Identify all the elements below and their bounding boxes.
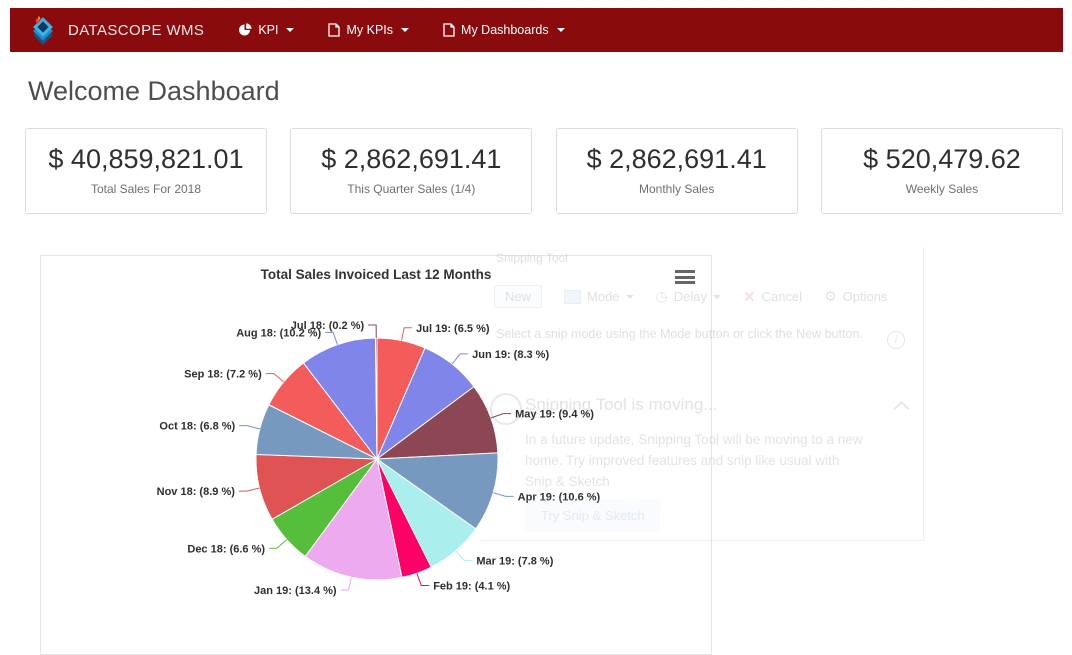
pie-label-connector xyxy=(238,487,260,492)
mode-icon xyxy=(564,289,582,304)
new-snip-button[interactable]: New xyxy=(494,285,543,308)
stat-card-monthly: $ 2,862,691.41 Monthly Sales xyxy=(555,128,798,214)
stat-card-weekly: $ 520,479.62 Weekly Sales xyxy=(820,128,1063,214)
nav-item-label: My KPIs xyxy=(346,23,394,37)
top-navbar: DATASCOPE WMS KPI My KPIs xyxy=(10,8,1063,52)
cancel-button[interactable]: ✕ Cancel xyxy=(743,288,803,306)
gear-icon: ⚙ xyxy=(824,288,837,304)
pie-label-connector xyxy=(455,550,473,562)
pie-label-connector xyxy=(239,425,260,430)
pie-chart: Jul 19: (6.5 %) Jun 19: (8.3 %) May 19: (9… xyxy=(157,320,601,597)
pie-label: Jul 19: (6.5 %) xyxy=(416,323,490,335)
stat-label: Monthly Sales xyxy=(638,182,715,196)
stat-value: $ 2,862,691.41 xyxy=(586,144,767,174)
pie-slice-apr-19[interactable] xyxy=(375,452,499,530)
ghost-window-title: Snipping Tool xyxy=(496,251,568,265)
document-icon xyxy=(328,23,341,37)
pie-label: Aug 18: (10.2 %) xyxy=(236,327,321,339)
nav-item-label: KPI xyxy=(258,23,279,37)
chevron-down-icon xyxy=(713,294,722,299)
pie-label: Jul 18: (0.2 %) xyxy=(291,320,365,332)
datascope-logo-icon xyxy=(28,15,58,45)
page-title: Welcome Dashboard xyxy=(28,76,280,106)
chart-title: Total Sales Invoiced Last 12 Months xyxy=(260,267,492,282)
brand-link[interactable]: DATASCOPE WMS xyxy=(28,15,204,45)
chevron-down-icon xyxy=(401,28,410,32)
ghost-toolbar: New Mode ◷ Delay ✕ Cancel ⚙ Options xyxy=(494,285,887,308)
pie-label-connector xyxy=(416,573,430,586)
brand-name: DATASCOPE WMS xyxy=(68,21,205,39)
stat-value: $ 2,862,691.41 xyxy=(321,144,502,174)
pie-label: Dec 18: (6.6 %) xyxy=(187,543,265,555)
delay-button[interactable]: ◷ Delay xyxy=(655,288,722,305)
chevron-down-icon xyxy=(286,28,295,32)
pie-label: Jun 19: (8.3 %) xyxy=(472,349,549,361)
pie-label: May 19: (9.4 %) xyxy=(515,409,594,421)
stat-label: Weekly Sales xyxy=(905,182,979,196)
sales-pie-chart-card: Total Sales Invoiced Last 12 Months Jul … xyxy=(40,255,712,655)
pie-label: Feb 19: (4.1 %) xyxy=(433,581,510,593)
try-snip-sketch-button[interactable]: Try Snip & Sketch xyxy=(525,499,661,532)
pie-label: Sep 18: (7.2 %) xyxy=(184,369,262,381)
info-icon: i xyxy=(887,331,905,349)
chart-context-menu-button[interactable] xyxy=(675,270,695,284)
notice-body: In a future update, Snipping Tool will b… xyxy=(525,432,863,489)
pie-label: Jan 19: (13.4 %) xyxy=(254,585,337,597)
stat-value: $ 40,859,821.01 xyxy=(48,144,244,174)
pie-label: Apr 19: (10.6 %) xyxy=(518,491,601,503)
nav-item-my-kpis[interactable]: My KPIs xyxy=(328,23,410,37)
options-button[interactable]: ⚙ Options xyxy=(824,288,888,304)
pie-label-connector xyxy=(340,577,352,591)
pie-label-connector xyxy=(368,324,377,339)
stat-value: $ 520,479.62 xyxy=(863,144,1021,174)
nav-item-kpi[interactable]: KPI xyxy=(238,23,295,37)
pie-label-connector xyxy=(401,327,413,341)
snipping-tool-ghost-window: Snipping Tool New Mode ◷ Delay ✕ Cancel … xyxy=(480,247,924,541)
chevron-down-icon xyxy=(625,294,634,299)
pie-chart-icon xyxy=(238,23,253,37)
pie-label-connector xyxy=(269,539,288,549)
stat-card-total-2018: $ 40,859,821.01 Total Sales For 2018 xyxy=(25,128,267,214)
stat-label: Total Sales For 2018 xyxy=(90,182,202,196)
stats-row: $ 40,859,821.01 Total Sales For 2018 $ 2… xyxy=(25,128,1063,216)
pie-label: Mar 19: (7.8 %) xyxy=(476,556,553,568)
stat-card-quarter: $ 2,862,691.41 This Quarter Sales (1/4) xyxy=(290,128,533,214)
chevron-up-icon[interactable] xyxy=(893,400,910,417)
document-icon xyxy=(443,23,455,37)
pie-label-connector xyxy=(265,373,285,383)
pie-slice-aug-18[interactable] xyxy=(302,337,378,461)
snip-hint-text: Select a snip mode using the Mode button… xyxy=(496,327,863,341)
pie-label-connector xyxy=(451,353,469,365)
pie-label-connector xyxy=(493,492,514,497)
clock-icon: ◷ xyxy=(655,288,668,304)
cancel-x-icon: ✕ xyxy=(743,288,756,306)
chevron-down-icon xyxy=(556,28,565,32)
pie-label-connector xyxy=(325,331,338,345)
nav-item-label: My Dashboards xyxy=(461,23,549,37)
pie-slice-jul-18[interactable] xyxy=(374,337,378,460)
notice-icon xyxy=(490,393,522,425)
mode-button[interactable]: Mode xyxy=(564,289,634,304)
stat-label: This Quarter Sales (1/4) xyxy=(347,182,476,196)
pie-label: Nov 18: (8.9 %) xyxy=(157,486,236,498)
nav-item-my-dashboards[interactable]: My Dashboards xyxy=(443,23,565,37)
pie-label: Oct 18: (6.8 %) xyxy=(159,421,235,433)
notice-title: Snipping Tool is moving... xyxy=(525,395,718,414)
